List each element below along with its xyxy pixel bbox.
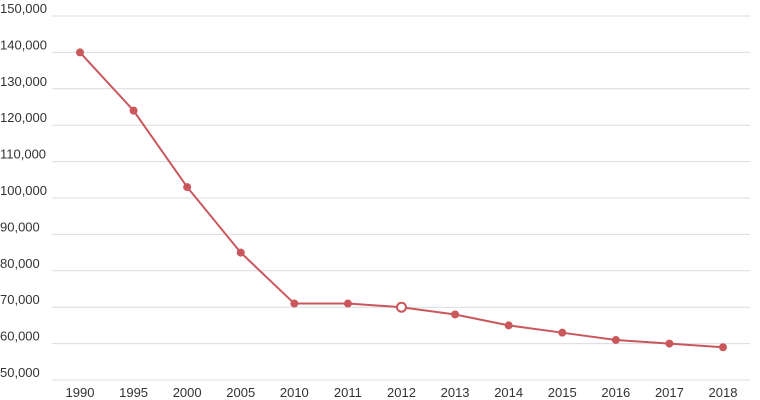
x-tick-label: 2017: [655, 385, 684, 400]
data-point[interactable]: [236, 248, 245, 257]
x-tick-label: 1990: [66, 385, 95, 400]
data-point[interactable]: [290, 299, 299, 308]
y-tick-label: 140,000: [0, 37, 47, 52]
y-tick-label: 100,000: [0, 183, 47, 198]
data-point[interactable]: [451, 310, 460, 319]
data-point[interactable]: [343, 299, 352, 308]
data-point[interactable]: [665, 339, 674, 348]
data-point[interactable]: [719, 343, 727, 352]
data-point[interactable]: [558, 328, 567, 337]
y-tick-label: 150,000: [0, 1, 47, 16]
y-axis-tick-labels: 50,000 60,000 70,000 80,000 90,000 100,000 110…: [0, 1, 47, 380]
highlighted-data-point[interactable]: [396, 301, 407, 313]
data-point[interactable]: [129, 106, 138, 115]
y-tick-label: 120,000: [0, 110, 47, 125]
y-gridlines: [52, 15, 750, 381]
data-point[interactable]: [76, 48, 84, 57]
series-group: [76, 48, 727, 352]
x-tick-label: 2011: [334, 385, 362, 400]
data-point[interactable]: [183, 183, 192, 192]
y-tick-label: 70,000: [0, 292, 40, 307]
data-point[interactable]: [611, 335, 620, 344]
x-tick-label: 2005: [226, 385, 255, 400]
data-point[interactable]: [504, 321, 513, 330]
x-tick-label: 2014: [494, 385, 523, 400]
x-tick-label: 2000: [173, 385, 202, 400]
y-tick-label: 110,000: [0, 147, 46, 162]
y-tick-label: 90,000: [0, 219, 40, 234]
x-tick-label: 2016: [601, 385, 630, 400]
y-tick-label: 80,000: [0, 256, 40, 271]
y-tick-label: 50,000: [0, 365, 40, 380]
x-tick-label: 2013: [441, 385, 470, 400]
x-tick-label: 1995: [119, 385, 148, 400]
x-tick-label: 2010: [280, 385, 309, 400]
x-tick-label: 2018: [709, 385, 738, 400]
x-tick-label: 2015: [548, 385, 577, 400]
x-axis-tick-labels: 1990 1995 2000 2005 2010 2011 2012 2013 2014 2015…: [66, 385, 738, 400]
y-tick-label: 130,000: [0, 74, 47, 89]
y-tick-label: 60,000: [0, 329, 40, 344]
x-tick-label: 2012: [387, 385, 416, 400]
